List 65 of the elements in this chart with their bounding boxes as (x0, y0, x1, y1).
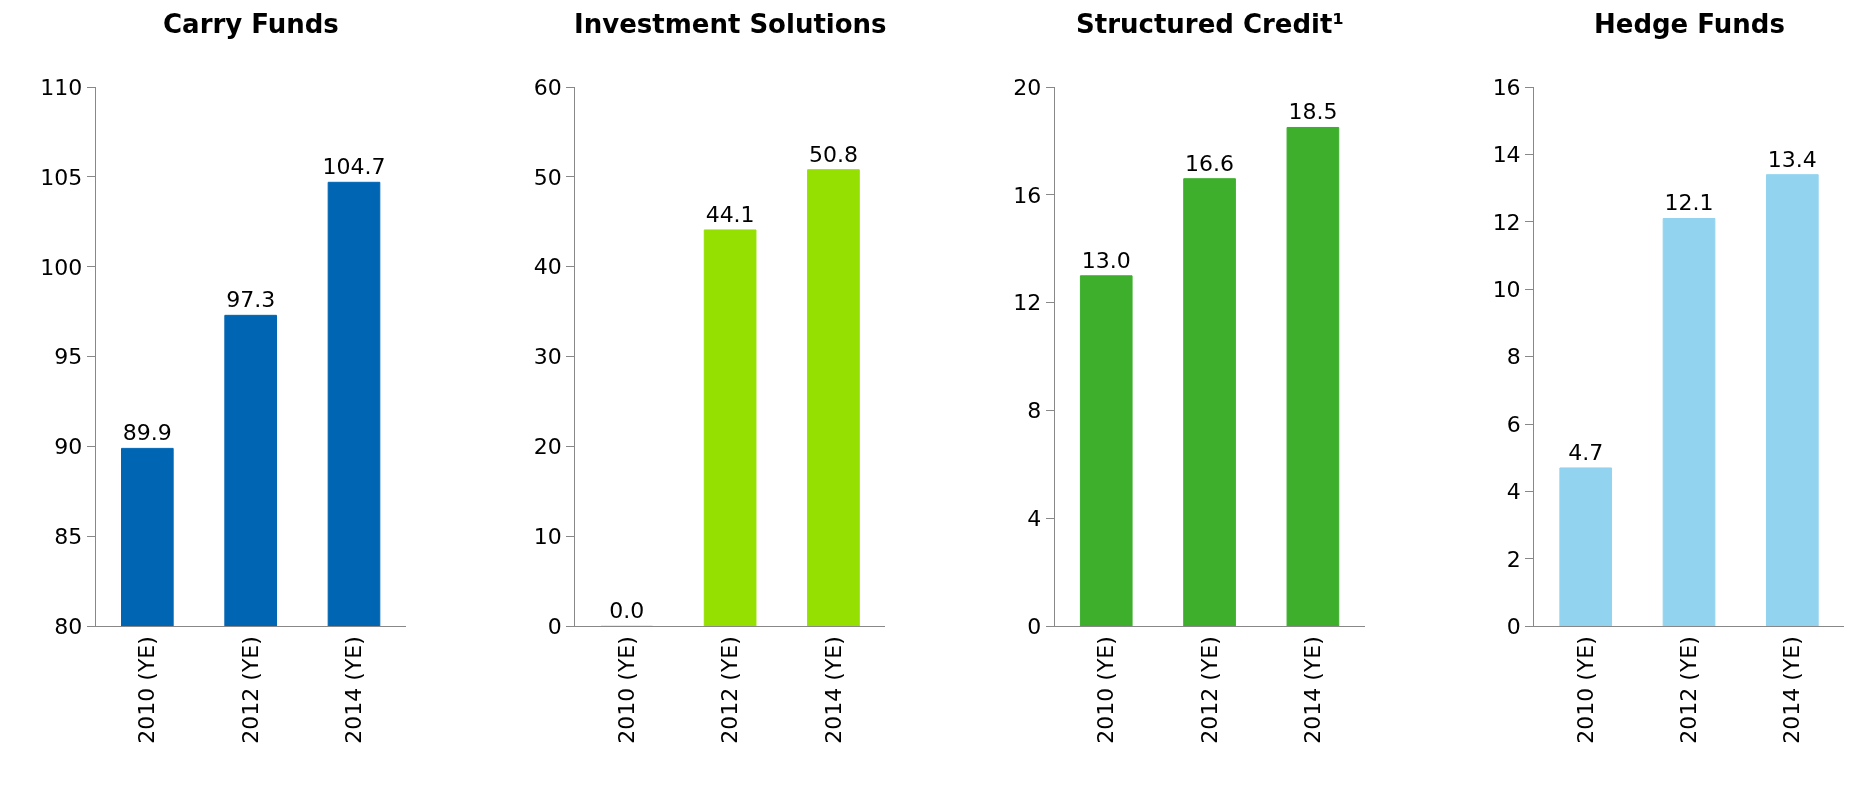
y-tick-label: 8 (1027, 398, 1042, 424)
bar (1183, 178, 1236, 627)
y-tick-label: 40 (533, 254, 562, 280)
y-tick-label: 6 (1506, 411, 1521, 437)
data-label: 13.4 (1767, 146, 1817, 172)
data-label: 18.5 (1288, 99, 1338, 125)
y-tick-label: 10 (1492, 276, 1521, 302)
x-tick-label: 2014 (YE) (820, 636, 846, 744)
y-tick-label: 95 (54, 344, 83, 370)
y-tick-label: 90 (54, 434, 83, 460)
y-tick-label: 0 (1506, 614, 1521, 640)
bar (1662, 217, 1716, 627)
y-tick-label: 60 (533, 74, 562, 100)
y-tick-label: 12 (1013, 290, 1042, 316)
data-label: 12.1 (1664, 190, 1714, 216)
x-tick-label: 2014 (YE) (341, 636, 367, 744)
y-tick-label: 100 (40, 254, 83, 280)
x-tick-label: 2010 (YE) (613, 636, 639, 744)
y-tick-label: 8 (1506, 344, 1521, 370)
x-tick-label: 2014 (YE) (1300, 636, 1326, 744)
y-tick-label: 10 (533, 524, 562, 550)
x-tick-label: 2010 (YE) (1093, 636, 1119, 744)
data-label: 89.9 (122, 420, 172, 446)
y-tick-label: 2 (1506, 546, 1521, 572)
y-tick-label: 16 (1492, 74, 1521, 100)
x-tick-label: 2012 (YE) (237, 636, 263, 744)
y-tick-label: 30 (533, 344, 562, 370)
x-tick-label: 2012 (YE) (717, 636, 743, 744)
bar (1079, 275, 1133, 627)
data-label: 44.1 (705, 201, 755, 227)
x-tick-label: 2010 (YE) (134, 636, 160, 744)
y-tick-label: 85 (54, 524, 83, 550)
bar (703, 229, 757, 627)
data-label: 13.0 (1081, 247, 1131, 273)
chart-title: Structured Credit¹ (1076, 9, 1344, 39)
data-label: 97.3 (226, 287, 276, 313)
chart-title: Investment Solutions (574, 9, 887, 39)
data-label: 4.7 (1568, 439, 1604, 465)
y-tick-label: 4 (1506, 479, 1521, 505)
bar (1286, 126, 1340, 627)
x-tick-label: 2014 (YE) (1779, 636, 1805, 744)
y-tick-label: 0 (1027, 614, 1042, 640)
y-tick-label: 105 (40, 164, 83, 190)
bar (1766, 174, 1819, 627)
data-label: 16.6 (1185, 150, 1235, 176)
data-label: 0.0 (609, 598, 645, 624)
y-tick-label: 20 (533, 434, 562, 460)
data-label: 104.7 (322, 154, 386, 180)
bar (1559, 467, 1613, 627)
bar (807, 169, 860, 627)
x-tick-label: 2012 (YE) (1676, 636, 1702, 744)
y-tick-label: 80 (54, 614, 83, 640)
chart-title: Carry Funds (163, 9, 339, 39)
y-tick-label: 0 (547, 614, 562, 640)
x-tick-label: 2010 (YE) (1572, 636, 1598, 744)
x-tick-label: 2012 (YE) (1196, 636, 1222, 744)
y-tick-label: 14 (1492, 142, 1521, 168)
y-tick-label: 16 (1013, 182, 1042, 208)
chart-title: Hedge Funds (1594, 9, 1785, 39)
y-tick-label: 4 (1027, 506, 1042, 532)
y-tick-label: 12 (1492, 209, 1521, 235)
y-tick-label: 50 (533, 164, 562, 190)
y-tick-label: 110 (40, 74, 83, 100)
y-tick-label: 20 (1013, 74, 1042, 100)
data-label: 50.8 (808, 141, 858, 167)
